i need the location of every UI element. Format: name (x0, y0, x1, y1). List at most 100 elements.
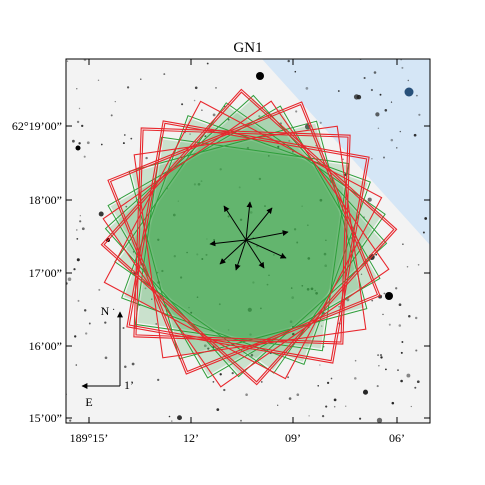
star (325, 405, 328, 408)
star (323, 252, 327, 256)
orientation-arrow (219, 239, 247, 265)
red-frame-outlines (100, 88, 398, 388)
star (344, 405, 347, 407)
star (402, 243, 404, 245)
star (383, 292, 386, 295)
star (75, 364, 78, 366)
star (124, 365, 127, 368)
star (122, 326, 125, 330)
star (414, 386, 417, 389)
star (277, 404, 279, 406)
scale-label: 1’ (124, 378, 134, 392)
star (329, 182, 332, 184)
star (373, 71, 377, 74)
star (371, 158, 373, 160)
star (193, 183, 197, 186)
star (177, 415, 182, 421)
star (362, 389, 369, 395)
star (418, 113, 421, 116)
star (227, 118, 230, 121)
red-frame-outline (133, 127, 351, 345)
star (296, 393, 300, 397)
star (415, 349, 418, 352)
orientation-arrow (234, 239, 247, 271)
star (76, 88, 78, 90)
star (416, 380, 420, 384)
star (398, 303, 402, 307)
star (264, 205, 266, 208)
star (317, 385, 319, 387)
star (295, 110, 298, 113)
star (296, 241, 299, 244)
star (390, 101, 393, 103)
star (79, 220, 82, 223)
star (155, 322, 158, 325)
star (85, 332, 88, 335)
star (97, 79, 100, 82)
star (83, 309, 87, 312)
star (79, 215, 81, 217)
star (157, 238, 160, 241)
star (74, 335, 77, 338)
star (223, 388, 226, 392)
star (273, 254, 275, 256)
star (367, 197, 372, 202)
star (415, 94, 418, 97)
star (390, 138, 394, 142)
star (125, 205, 128, 208)
star (72, 139, 75, 143)
x-tick-label: 09’ (285, 431, 301, 445)
orientation-arrow (245, 201, 253, 241)
star (333, 398, 337, 402)
star (69, 419, 72, 422)
star (186, 251, 188, 254)
star (196, 253, 199, 256)
north-label: N (101, 304, 110, 318)
star (363, 76, 366, 80)
star (376, 385, 379, 388)
star (228, 259, 230, 261)
star (294, 70, 297, 73)
star (396, 147, 398, 149)
star (206, 62, 209, 65)
star (200, 180, 203, 182)
x-tick-label: 06’ (389, 431, 405, 445)
star (98, 211, 104, 217)
star (375, 112, 380, 117)
star (354, 377, 357, 380)
star (240, 419, 242, 422)
star (337, 90, 340, 92)
star (308, 415, 310, 417)
star (338, 306, 340, 308)
star (395, 287, 398, 290)
star (258, 177, 262, 181)
star (140, 78, 142, 80)
star (81, 124, 84, 128)
tick-marks (66, 59, 430, 423)
star (277, 145, 280, 148)
star (414, 316, 418, 320)
star (293, 228, 297, 231)
bright-star (404, 87, 414, 97)
star (190, 311, 193, 314)
star (205, 253, 208, 256)
star (325, 239, 327, 241)
star (319, 121, 322, 124)
star (385, 368, 387, 371)
red-frame-outline (135, 129, 349, 343)
star (73, 268, 76, 271)
orientation-arrow (245, 239, 265, 269)
orientation-arrow (223, 205, 247, 241)
star (179, 276, 183, 279)
star (67, 277, 72, 281)
star (212, 113, 216, 117)
star (399, 130, 402, 133)
compass-indicator: N E 1’ (81, 304, 134, 409)
star (391, 401, 395, 405)
star (382, 313, 384, 316)
star (359, 417, 362, 420)
star (400, 379, 403, 383)
star (239, 218, 243, 221)
star (227, 215, 230, 218)
star (266, 283, 269, 286)
